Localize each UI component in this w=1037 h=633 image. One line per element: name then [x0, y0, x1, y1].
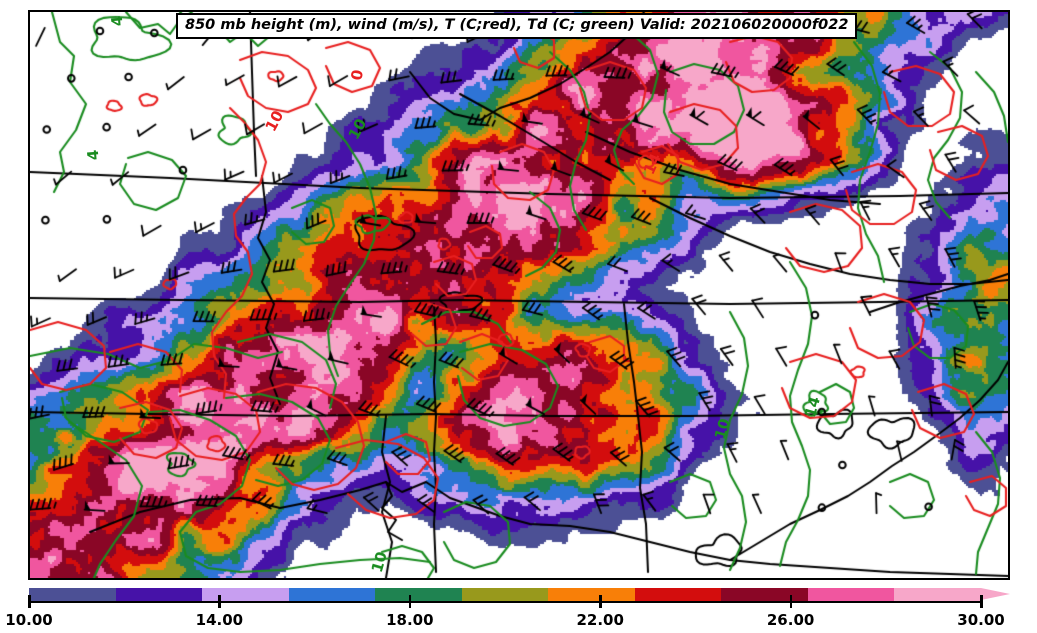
colorbar-axis-line [29, 601, 981, 603]
colorbar-tick-label-26: 26.00 [766, 611, 815, 629]
colorbar: 10.00 14.00 18.00 22.00 26.00 30.00 [0, 580, 1037, 633]
colorbar-segment-5 [461, 588, 549, 601]
colorbar-tick-label-18: 18.00 [386, 611, 434, 629]
colorbar-gradient [29, 588, 982, 601]
plot-title-box: 850 mb height (m), wind (m/s), T (C;red)… [176, 13, 858, 39]
colorbar-tick-14 [218, 595, 221, 608]
colorbar-segment-0 [29, 588, 116, 601]
colorbar-tick-label-30: 30.00 [957, 611, 1005, 629]
colorbar-tick-26 [789, 595, 793, 608]
colorbar-tick-label-22: 22.00 [576, 611, 624, 629]
colorbar-tick-label-14: 14.00 [195, 611, 244, 629]
colorbar-tick-30 [980, 595, 983, 608]
colorbar-segment-6 [548, 588, 635, 601]
colorbar-tick-18 [408, 595, 412, 608]
colorbar-segment-9 [807, 588, 895, 601]
colorbar-tick-22 [599, 595, 602, 608]
colorbar-segment-7 [634, 588, 722, 601]
colorbar-segment-10 [894, 588, 982, 601]
colorbar-segment-4 [375, 588, 462, 601]
colorbar-tick-10 [28, 595, 31, 608]
colorbar-extend-arrow [981, 588, 1010, 600]
colorbar-segment-2 [202, 588, 289, 601]
contour-label-4-1: 4 [83, 149, 103, 161]
plot-title: 850 mb height (m), wind (m/s), T (C;red)… [185, 17, 849, 33]
colorbar-segment-1 [115, 588, 203, 601]
contour-label-4-0: 4 [107, 15, 127, 27]
map-panel [28, 10, 1010, 580]
colorbar-segment-8 [721, 588, 808, 601]
colorbar-segment-3 [288, 588, 376, 601]
map-plot-canvas [30, 12, 1008, 578]
colorbar-tick-label-10: 10.00 [5, 611, 53, 629]
